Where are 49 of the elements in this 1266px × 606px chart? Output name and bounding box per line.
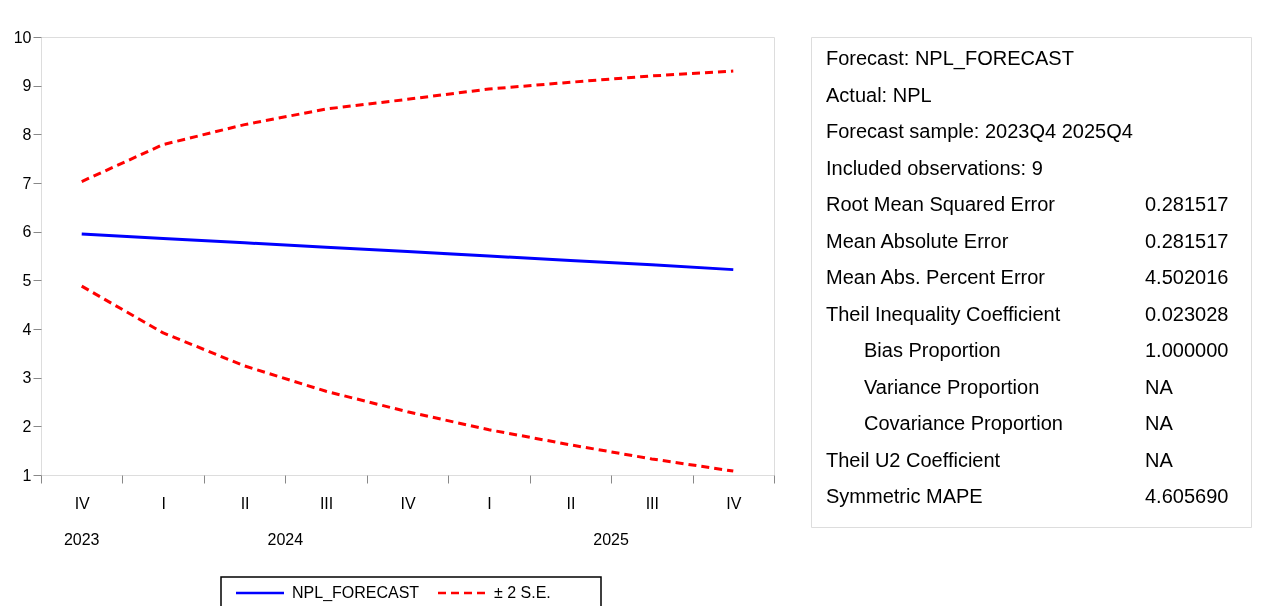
text: 2025: [593, 531, 630, 548]
y-tick-label: 2: [22, 417, 32, 435]
y-tick-label: 4: [22, 320, 32, 338]
x-tick-label: II: [566, 494, 576, 512]
x-tick-label: I: [487, 494, 492, 512]
text: 1.000000: [1145, 339, 1229, 361]
text: Bias Proportion: [864, 339, 1001, 361]
text: Mean Absolute Error: [826, 229, 1009, 252]
text: Actual: NPL: [826, 83, 932, 106]
text: Forecast sample: 2023Q4 2025Q4: [826, 120, 1133, 142]
y-tick-label: 8: [22, 125, 32, 143]
text: 4.502016: [1145, 266, 1229, 288]
y-tick-label: 5: [22, 271, 32, 289]
text: Mean Abs. Percent Error: [826, 266, 1046, 288]
text: Root Mean Squared Error: [826, 193, 1056, 215]
line-series: [80, 232, 735, 272]
text: 2023: [63, 531, 100, 548]
text: Included observations: 9: [826, 156, 1043, 179]
text: NA: [1145, 412, 1174, 434]
text: Theil Inequality Coefficient: [826, 302, 1061, 325]
text: Theil U2 Coefficient: [826, 448, 1001, 471]
y-tick-label: 6: [22, 223, 32, 241]
x-tick-label: IV: [74, 494, 91, 512]
line-series: [80, 284, 735, 473]
text: 0.281517: [1145, 193, 1229, 215]
text: NA: [1145, 448, 1174, 471]
x-tick-label: II: [240, 494, 250, 512]
x-tick-label: III: [319, 494, 334, 512]
x-tick-label: IV: [726, 494, 742, 512]
x-tick-label: IV: [400, 494, 416, 512]
y-tick-label: 10: [13, 28, 32, 46]
text: 4.605690: [1145, 485, 1229, 507]
y-tick-label: 3: [22, 369, 32, 387]
text: 0.281517: [1145, 229, 1229, 252]
y-tick-label: 1: [22, 466, 32, 484]
x-tick-label: III: [645, 494, 660, 512]
text: Variance Proportion: [864, 375, 1040, 398]
text: Covariance Proportion: [864, 412, 1063, 434]
legend-label: NPL_FORECAST: [292, 584, 420, 602]
legend-label: ± 2 S.E.: [494, 584, 551, 601]
y-tick-label: 9: [22, 77, 32, 95]
y-tick-label: 7: [22, 174, 32, 192]
line-series: [80, 69, 735, 184]
text: NA: [1145, 375, 1174, 398]
x-tick-label: I: [161, 494, 166, 512]
text: Symmetric MAPE: [826, 485, 983, 507]
text: Forecast: NPL_FORECAST: [826, 47, 1074, 70]
text: 2024: [267, 531, 304, 548]
text: 0.023028: [1145, 302, 1229, 325]
